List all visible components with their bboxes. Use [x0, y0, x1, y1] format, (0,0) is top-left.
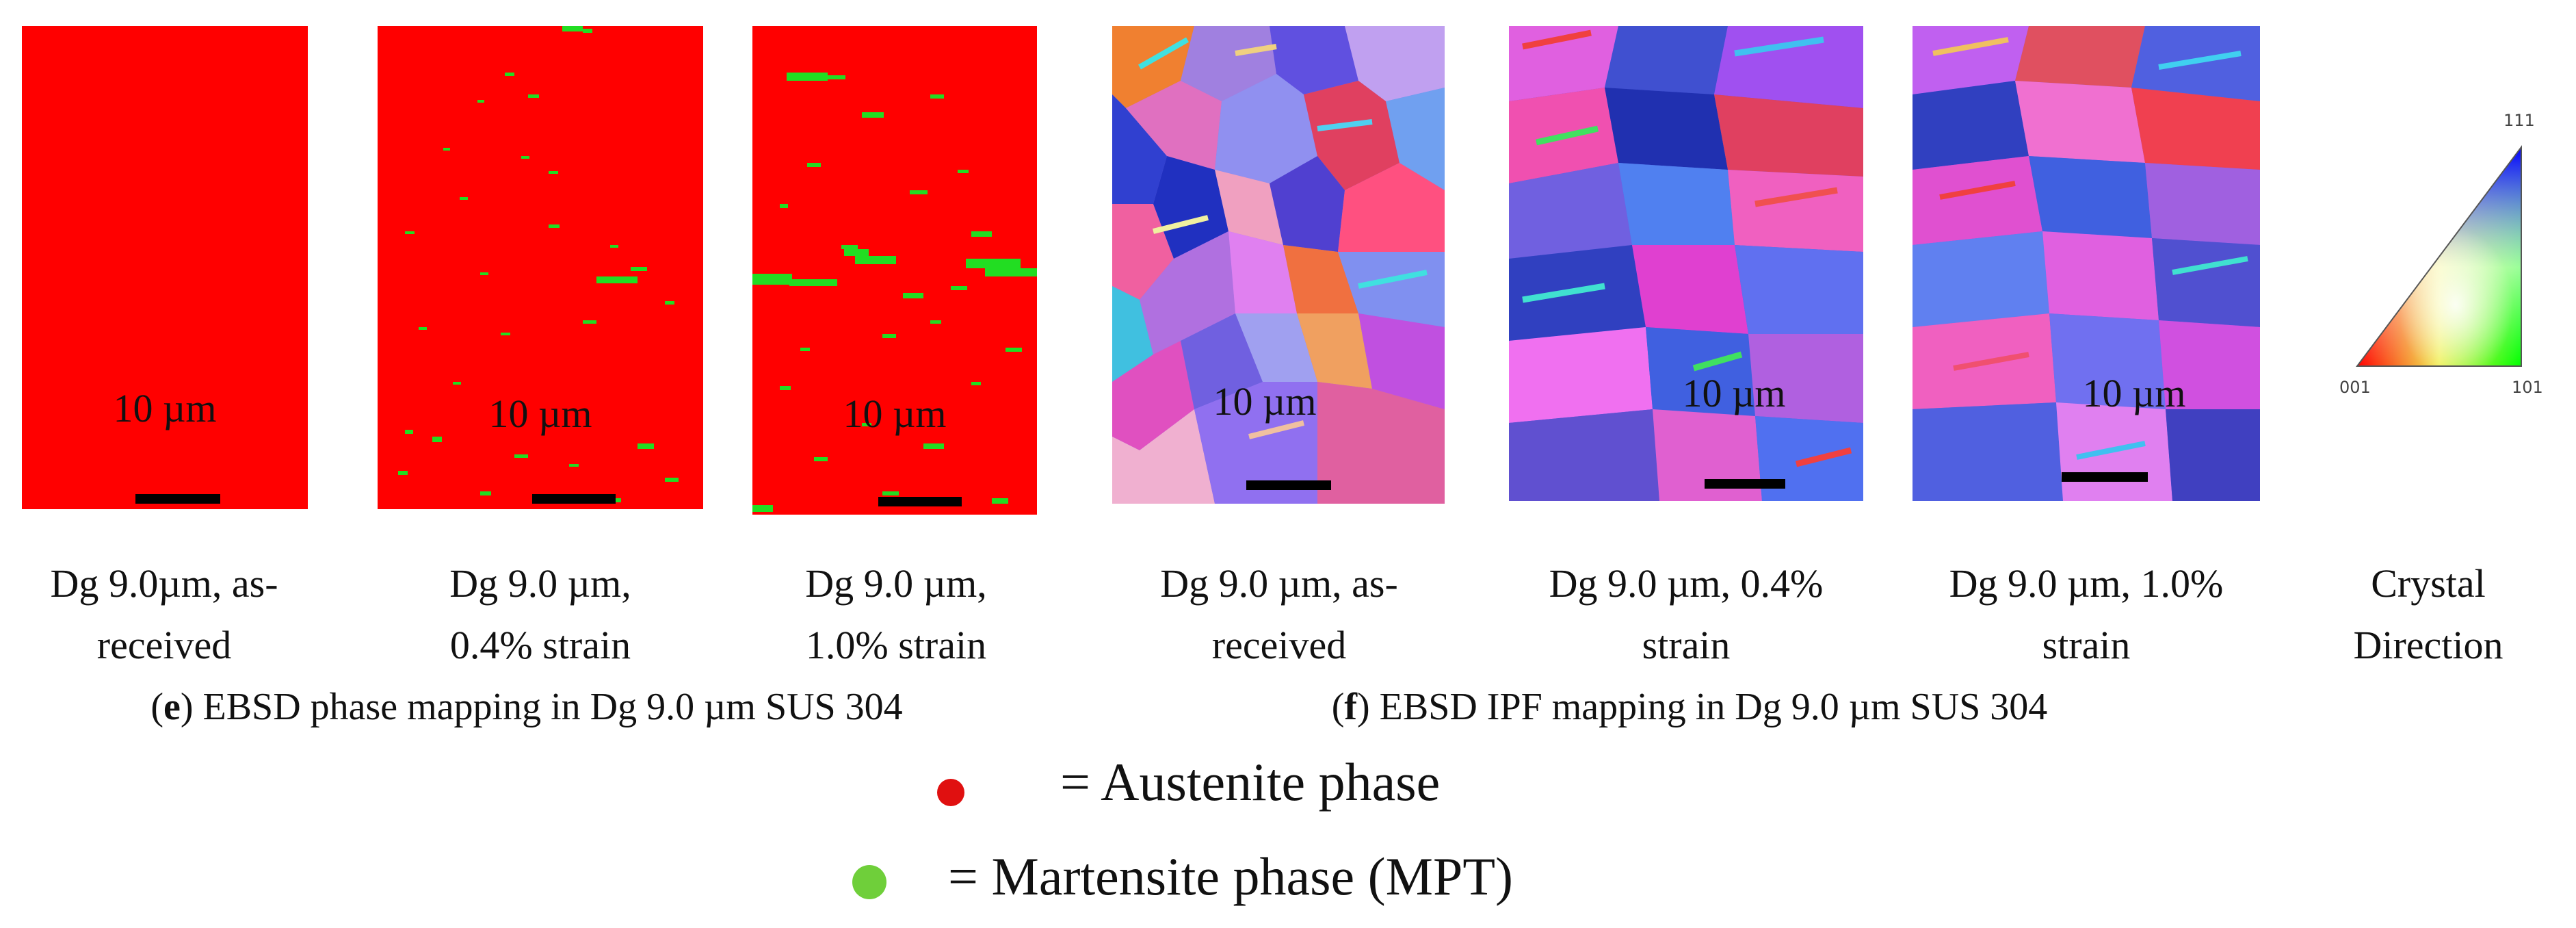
- caption-line: Crystal: [2371, 561, 2486, 606]
- ipf-grains: [1913, 26, 2260, 501]
- caption-line: received: [96, 623, 232, 667]
- phase-map-1.0-strain: 10 µm: [752, 26, 1037, 515]
- scale-bar: [135, 494, 220, 504]
- caption-line: strain: [1642, 623, 1731, 667]
- caption-line: 1.0% strain: [805, 623, 987, 667]
- triangle-label-101: 101: [2512, 378, 2543, 397]
- ipf-color-key: [2356, 145, 2522, 367]
- ipf-map-1.0-strain: 10 µm: [1913, 26, 2260, 501]
- phase-map-as-received: 10 µm: [22, 26, 308, 509]
- group-caption-letter: e: [163, 686, 181, 728]
- scale-bar-label: 10 µm: [113, 386, 217, 430]
- caption-crystal-direction: Crystal Direction: [2326, 553, 2531, 676]
- caption-line: received: [1211, 623, 1347, 667]
- group-caption-letter: f: [1344, 686, 1358, 728]
- ipf-map-as-received: 10 µm: [1112, 26, 1445, 504]
- scale-bar: [1246, 480, 1331, 490]
- martensite-legend-dot: [852, 865, 886, 899]
- austenite-legend-dot: [937, 779, 964, 806]
- martensite-regions: [752, 73, 1037, 512]
- group-caption-text: ) EBSD IPF mapping in Dg 9.0 µm SUS 304: [1357, 686, 2048, 728]
- scale-bar-label: 10 µm: [843, 391, 947, 436]
- ipf-grains: [1509, 26, 1863, 501]
- caption-phase-1.0-strain: Dg 9.0 µm, 1.0% strain: [746, 553, 1047, 676]
- caption-ipf-1.0-strain: Dg 9.0 µm, 1.0% strain: [1908, 553, 2264, 676]
- ipf-map-0.4-strain: 10 µm: [1509, 26, 1863, 501]
- group-caption-e: (e) EBSD phase mapping in Dg 9.0 µm SUS …: [150, 686, 903, 728]
- legend-austenite: = Austenite phase: [1060, 752, 1441, 812]
- caption-line: Dg 9.0 µm, 1.0%: [1949, 561, 2224, 606]
- martensite-regions: [398, 26, 679, 502]
- triangle-label-111: 111: [2503, 111, 2535, 130]
- triangle-label-001: 001: [2339, 378, 2371, 397]
- ipf-grains: [1112, 26, 1445, 504]
- phase-map-0.4-strain: 10 µm: [378, 26, 703, 509]
- scale-bar-label: 10 µm: [1682, 371, 1786, 415]
- caption-line: strain: [2042, 623, 2131, 667]
- group-caption-text: ) EBSD phase mapping in Dg 9.0 µm SUS 30…: [180, 686, 903, 728]
- caption-line: 0.4% strain: [449, 623, 631, 667]
- scale-bar: [532, 494, 616, 504]
- scale-bar-label: 10 µm: [488, 391, 592, 436]
- caption-phase-0.4-strain: Dg 9.0 µm, 0.4% strain: [383, 553, 698, 676]
- caption-line: Direction: [2353, 623, 2503, 667]
- scale-bar-label: 10 µm: [1213, 379, 1317, 424]
- caption-ipf-as-received: Dg 9.0 µm, as- received: [1108, 553, 1450, 676]
- scale-bar: [878, 497, 962, 506]
- crystal-direction-triangle: 111 001 101: [2339, 103, 2545, 404]
- scale-bar: [2062, 472, 2148, 482]
- legend-martensite: = Martensite phase (MPT): [948, 847, 1513, 906]
- caption-line: Dg 9.0 µm, as-: [1160, 561, 1398, 606]
- group-caption-f: (f) EBSD IPF mapping in Dg 9.0 µm SUS 30…: [1331, 686, 2048, 728]
- caption-line: Dg 9.0 µm,: [449, 561, 631, 606]
- caption-line: Dg 9.0 µm, 0.4%: [1549, 561, 1824, 606]
- caption-line: Dg 9.0µm, as-: [50, 561, 278, 606]
- scale-bar: [1705, 479, 1785, 489]
- caption-ipf-0.4-strain: Dg 9.0 µm, 0.4% strain: [1505, 553, 1867, 676]
- caption-line: Dg 9.0 µm,: [805, 561, 987, 606]
- caption-phase-as-received: Dg 9.0µm, as- received: [0, 553, 328, 676]
- scale-bar-label: 10 µm: [2082, 371, 2186, 415]
